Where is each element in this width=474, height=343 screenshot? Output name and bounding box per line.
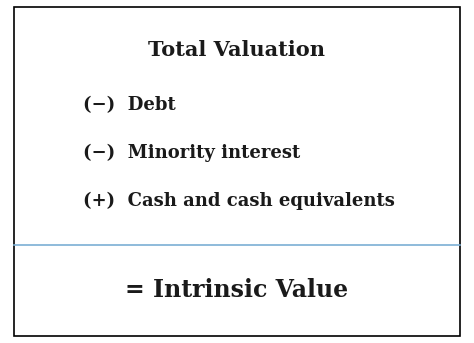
FancyBboxPatch shape <box>14 7 460 336</box>
Text: (−)  Minority interest: (−) Minority interest <box>83 143 300 162</box>
Text: (+)  Cash and cash equivalents: (+) Cash and cash equivalents <box>83 191 395 210</box>
Text: = Intrinsic Value: = Intrinsic Value <box>126 278 348 302</box>
Text: (−)  Debt: (−) Debt <box>83 96 176 114</box>
Text: Total Valuation: Total Valuation <box>148 40 326 60</box>
